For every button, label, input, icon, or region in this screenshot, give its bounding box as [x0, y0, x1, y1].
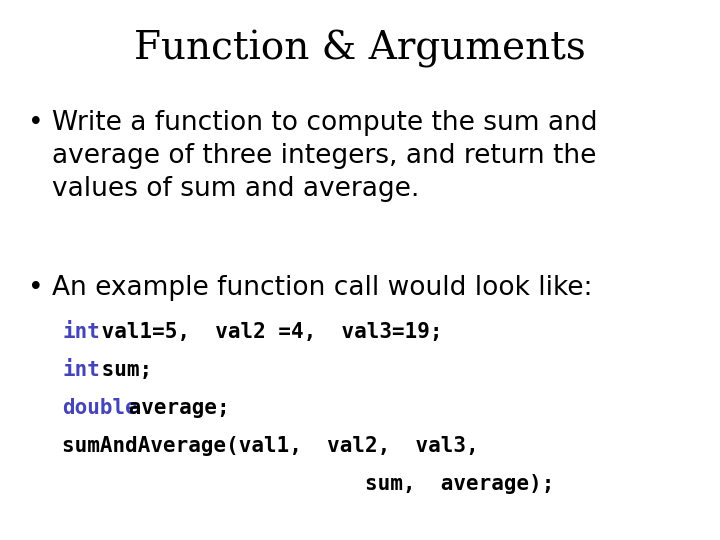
Text: sumAndAverage(val1,  val2,  val3,: sumAndAverage(val1, val2, val3, [62, 436, 479, 456]
Text: sum;: sum; [89, 360, 152, 380]
Text: Function & Arguments: Function & Arguments [134, 30, 586, 68]
Text: An example function call would look like:: An example function call would look like… [52, 275, 593, 301]
Text: Write a function to compute the sum and
average of three integers, and return th: Write a function to compute the sum and … [52, 110, 598, 202]
Text: •: • [28, 275, 44, 301]
Text: val1=5,  val2 =4,  val3=19;: val1=5, val2 =4, val3=19; [89, 322, 443, 342]
Text: int: int [62, 322, 100, 342]
Text: int: int [62, 360, 100, 380]
Text: sum,  average);: sum, average); [62, 474, 554, 494]
Text: •: • [28, 110, 44, 136]
Text: average;: average; [116, 398, 230, 418]
Text: double: double [62, 398, 138, 418]
